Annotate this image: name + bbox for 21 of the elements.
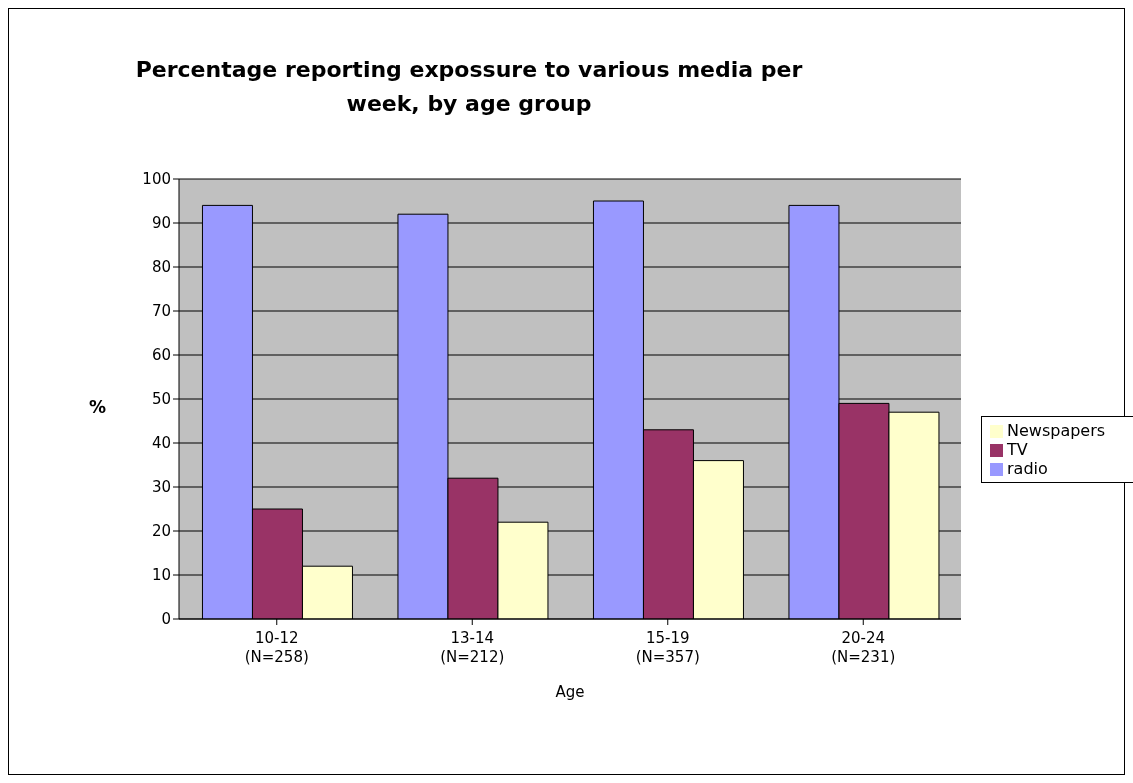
x-tick-label: 15-19 (N=357)	[635, 629, 700, 666]
x-tick-label: 13-14 (N=212)	[440, 629, 505, 666]
y-tick-label: 100	[142, 170, 171, 189]
legend-label: Newspapers	[1007, 420, 1106, 440]
y-axis-title: %	[89, 397, 107, 417]
x-axis-title: Age	[555, 683, 585, 701]
y-tick-label: 70	[151, 302, 171, 321]
y-tick-label: 50	[151, 390, 171, 409]
y-tick-label: 80	[151, 258, 171, 277]
y-tick-label: 20	[151, 522, 171, 541]
legend-label: TV	[1007, 439, 1028, 459]
y-tick-label: 90	[151, 214, 171, 233]
y-tick-label: 40	[151, 434, 171, 453]
y-tick-label: 10	[151, 566, 171, 585]
y-tick-label: 0	[161, 610, 171, 629]
chart-title: Percentage reporting expossure to various media per week, by age group	[134, 56, 804, 118]
y-tick-label: 60	[151, 346, 171, 365]
y-tick-label: 30	[151, 478, 171, 497]
x-tick-label: 10-12 (N=258)	[244, 629, 309, 666]
x-tick-label: 20-24 (N=231)	[831, 629, 896, 666]
legend-label: radio	[1007, 458, 1048, 478]
